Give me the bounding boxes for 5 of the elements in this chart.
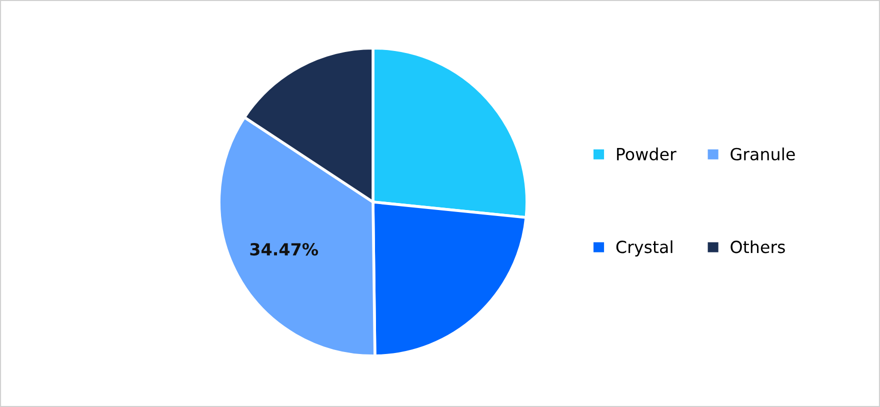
legend-label: Others — [730, 240, 785, 254]
legend-label: Granule — [730, 148, 795, 160]
legend-label: Powder — [617, 148, 676, 160]
data-label: 34.47% — [250, 242, 318, 256]
legend-label: Crystal — [616, 240, 672, 256]
